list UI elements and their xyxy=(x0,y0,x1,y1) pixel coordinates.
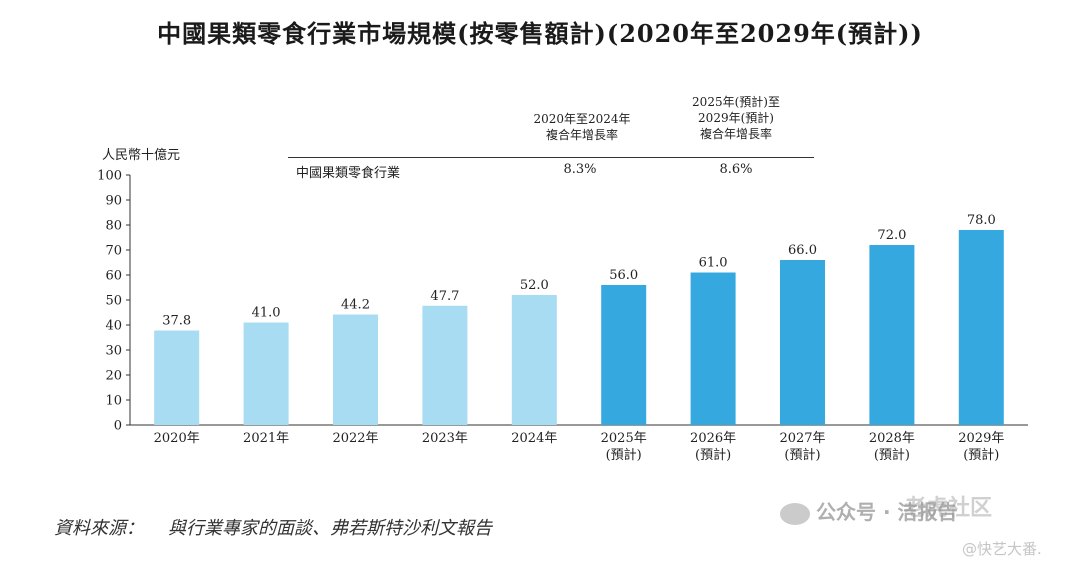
wechat-watermark: 公众号 · 洁报告 xyxy=(780,496,958,525)
cagr-col1-header-line2: 複合年增長率 xyxy=(545,128,618,142)
y-tick-label: 50 xyxy=(105,294,122,309)
x-tick-label: (預計) xyxy=(606,447,642,463)
bar-value-label: 52.0 xyxy=(520,278,549,293)
x-tick-label: (預計) xyxy=(874,447,910,463)
cagr-col2-header-line3: 複合年增長率 xyxy=(699,127,772,141)
x-tick-label: 2020年 xyxy=(154,431,200,446)
y-tick-label: 40 xyxy=(105,319,122,334)
x-tick-label: 2028年 xyxy=(869,431,915,446)
bar xyxy=(690,272,736,425)
cagr-col1-header-line1: 2020年至2024年 xyxy=(533,112,631,126)
x-tick-label: 2025年 xyxy=(601,431,647,446)
y-tick-label: 80 xyxy=(105,219,122,234)
x-tick-label: 2026年 xyxy=(690,431,736,446)
cagr-col1-value: 8.3% xyxy=(563,162,597,177)
bar-value-label: 56.0 xyxy=(609,268,638,283)
y-tick-label: 70 xyxy=(105,244,122,259)
y-tick-label: 100 xyxy=(97,169,122,184)
y-tick-label: 90 xyxy=(105,194,122,209)
bar-value-label: 41.0 xyxy=(252,306,281,321)
bar xyxy=(869,245,915,425)
cagr-table-rule xyxy=(288,157,814,158)
y-tick-label: 60 xyxy=(105,269,122,284)
cagr-col1-header: 2020年至2024年 複合年增長率 xyxy=(522,111,642,143)
x-tick-label: 2027年 xyxy=(779,431,825,446)
bar xyxy=(601,285,647,425)
y-tick-label: 20 xyxy=(105,369,122,384)
y-tick-label: 0 xyxy=(114,419,122,434)
y-axis-unit-label: 人民幣十億元 xyxy=(102,148,181,163)
bar xyxy=(154,330,200,425)
cagr-col2-header-line2: 2029年(預計) xyxy=(698,111,774,125)
site-watermark: 老虎社区 xyxy=(904,496,993,521)
x-tick-label: (預計) xyxy=(963,447,999,463)
source-label: 資料來源： xyxy=(54,518,144,539)
bar-value-label: 78.0 xyxy=(967,213,996,228)
bar xyxy=(780,260,825,425)
source-note: 資料來源： 與行業專家的面談、弗若斯特沙利文報告 xyxy=(54,514,492,540)
bar-value-label: 61.0 xyxy=(699,256,728,271)
bar-value-label: 47.7 xyxy=(430,289,459,304)
bar-value-label: 66.0 xyxy=(788,243,817,258)
source-text: 與行業專家的面談、弗若斯特沙利文報告 xyxy=(168,518,492,539)
y-tick-label: 30 xyxy=(105,344,122,359)
x-tick-label: 2024年 xyxy=(511,431,557,446)
bar xyxy=(243,322,289,425)
x-tick-label: 2023年 xyxy=(422,431,468,446)
cagr-col2-header-line1: 2025年(預計)至 xyxy=(692,95,780,109)
x-tick-label: (預計) xyxy=(784,447,820,463)
cagr-col2-header: 2025年(預計)至 2029年(預計) 複合年增長率 xyxy=(676,94,796,142)
bar xyxy=(333,314,378,425)
bar xyxy=(511,295,557,425)
handle-watermark: @快艺大番. xyxy=(962,540,1042,558)
x-tick-label: 2022年 xyxy=(332,431,378,446)
x-tick-label: 2021年 xyxy=(243,431,289,446)
wechat-icon xyxy=(780,502,810,525)
y-tick-label: 10 xyxy=(105,394,122,409)
bar-value-label: 44.2 xyxy=(341,298,370,313)
chart-title: 中國果類零食行業市場規模(按零售額計)(2020年至2029年(預計)) xyxy=(157,19,923,48)
cagr-col2-value: 8.6% xyxy=(719,162,753,177)
wechat-watermark-text: 公众号 · 洁报告 xyxy=(816,500,958,524)
bar xyxy=(958,230,1004,425)
bar-value-label: 72.0 xyxy=(877,228,906,243)
bar-value-label: 37.8 xyxy=(162,314,191,329)
bar xyxy=(422,305,468,425)
x-tick-label: 2029年 xyxy=(958,431,1004,446)
cagr-row-label: 中國果類零食行業 xyxy=(296,166,401,181)
x-tick-label: (預計) xyxy=(695,447,731,463)
